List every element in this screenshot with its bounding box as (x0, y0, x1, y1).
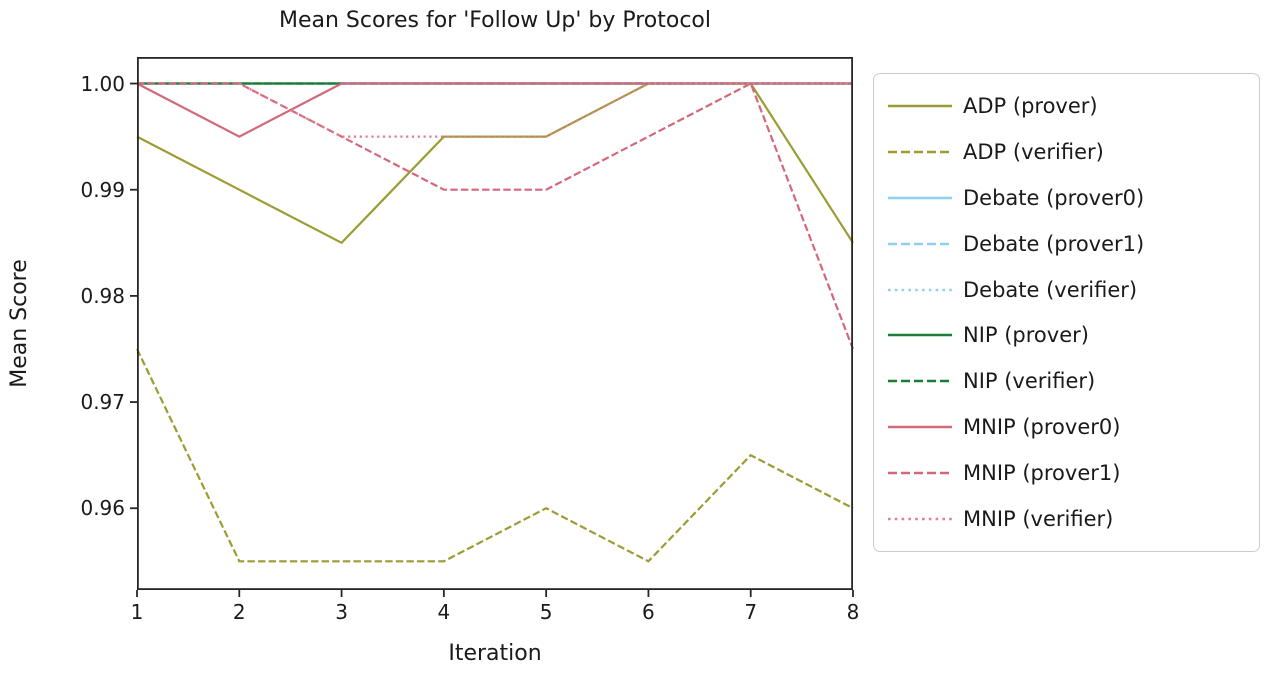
x-tick-label: 3 (335, 600, 348, 624)
x-tick-label: 7 (744, 600, 758, 624)
x-tick-label: 4 (437, 600, 451, 624)
legend-label: ADP (verifier) (963, 139, 1104, 164)
legend-item: NIP (prover) (887, 313, 1259, 359)
y-tick-label: 0.96 (80, 496, 125, 521)
legend-label: NIP (verifier) (963, 369, 1096, 394)
legend-item: Debate (prover0) (887, 175, 1259, 221)
y-axis-label-wrap: Mean Score (2, 57, 36, 590)
legend-label: ADP (prover) (963, 93, 1098, 118)
series-line-MNIP (prover0) (136, 82, 853, 138)
legend-label: Debate (prover1) (963, 231, 1145, 256)
legend-label: Debate (prover0) (963, 185, 1145, 210)
legend-item: ADP (verifier) (887, 129, 1259, 175)
y-tick-label: 0.97 (80, 390, 125, 415)
legend-line-sample-dotted (888, 288, 952, 291)
legend-label: MNIP (prover1) (963, 461, 1121, 486)
legend-label: Debate (verifier) (963, 277, 1138, 302)
legend: ADP (prover) ADP (verifier) Debate (prover… (873, 73, 1260, 552)
x-tick-label: 5 (539, 600, 553, 624)
x-axis-label: Iteration (448, 641, 542, 666)
series-line-ADP (verifier) (136, 348, 854, 563)
x-tick-label: 6 (642, 600, 655, 624)
legend-item: MNIP (prover0) (887, 404, 1259, 450)
legend-line-sample-dashed (888, 471, 952, 475)
plot-area (130, 56, 855, 597)
legend-label: MNIP (verifier) (963, 507, 1114, 532)
legend-line-sample-solid (888, 104, 952, 108)
y-tick-label: 1.00 (80, 71, 125, 96)
y-tick-label: 0.99 (80, 177, 125, 202)
legend-label: MNIP (prover0) (963, 415, 1121, 440)
legend-line-sample-solid (888, 196, 952, 200)
series-line-ADP (prover) (136, 82, 854, 245)
x-tick-label: 1 (130, 600, 144, 624)
x-tick-label: 8 (846, 600, 860, 624)
plot-frame (136, 56, 854, 591)
legend-item: Debate (verifier) (887, 267, 1259, 313)
x-tick-label: 2 (232, 600, 246, 624)
legend-line-sample-dashed (888, 150, 952, 154)
legend-line-sample-dashed (888, 380, 952, 383)
legend-line-sample-solid (888, 425, 952, 429)
legend-label: NIP (prover) (963, 323, 1089, 348)
legend-item: MNIP (verifier) (887, 496, 1259, 542)
y-axis-label: Mean Score (6, 259, 32, 388)
legend-item: NIP (verifier) (887, 358, 1259, 404)
series-line-MNIP (prover1) (137, 81, 855, 350)
legend-line-sample-solid (888, 334, 952, 337)
legend-line-sample-dotted (888, 517, 952, 521)
legend-line-sample-dashed (888, 242, 952, 245)
y-tick-label: 0.98 (80, 283, 125, 308)
series-line-MNIP (verifier) (238, 82, 853, 138)
legend-item: ADP (prover) (887, 83, 1259, 129)
legend-item: Debate (prover1) (887, 221, 1259, 267)
legend-item: MNIP (prover1) (887, 450, 1259, 496)
chart-title: Mean Scores for 'Follow Up' by Protocol (278, 8, 712, 33)
